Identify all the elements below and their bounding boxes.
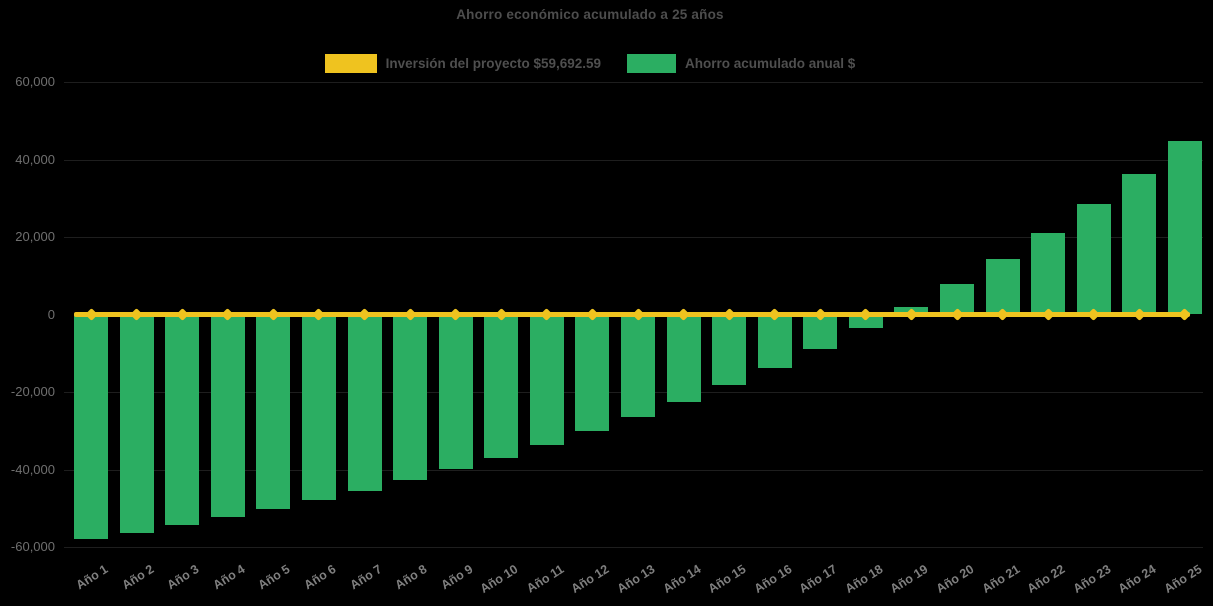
legend: Inversión del proyecto $59,692.59 Ahorro… <box>0 54 1180 73</box>
gridline <box>64 82 1203 83</box>
bar-año-3 <box>165 314 200 526</box>
chart-title: Ahorro económico acumulado a 25 años <box>456 7 724 22</box>
bar-año-18 <box>848 314 883 329</box>
gridline <box>64 547 1203 548</box>
gridline <box>64 237 1203 238</box>
legend-item-ahorro: Ahorro acumulado anual $ <box>627 54 855 73</box>
bar-año-24 <box>1122 173 1157 315</box>
bar-año-15 <box>712 314 747 386</box>
legend-swatch-inversion <box>324 54 377 73</box>
bar-año-14 <box>666 314 701 402</box>
bar-año-12 <box>575 314 610 432</box>
bar-año-1 <box>74 314 108 540</box>
legend-label-inversion: Inversión del proyecto $59,692.59 <box>385 56 602 71</box>
bar-año-6 <box>301 314 336 501</box>
bar-año-11 <box>529 314 564 445</box>
bar-año-9 <box>438 314 473 470</box>
y-axis-label: 60,000 <box>15 74 55 89</box>
legend-label-ahorro: Ahorro acumulado anual $ <box>685 56 856 71</box>
y-axis-label: 0 <box>47 306 55 322</box>
y-axis-label: 20,000 <box>15 229 55 244</box>
bar-año-23 <box>1076 204 1111 315</box>
y-axis-label: -40,000 <box>10 461 55 477</box>
bar-año-13 <box>621 314 655 417</box>
y-axis-label: 40,000 <box>15 151 55 167</box>
bar-año-10 <box>484 314 519 458</box>
bar-año-21 <box>985 259 1020 315</box>
gridline <box>64 159 1203 161</box>
bar-año-4 <box>210 314 245 518</box>
y-axis-label: -20,000 <box>10 384 55 399</box>
bar-año-5 <box>256 314 291 509</box>
bar-año-22 <box>1031 232 1066 315</box>
bar-año-16 <box>757 314 792 368</box>
legend-item-inversion: Inversión del proyecto $59,692.59 <box>324 54 602 73</box>
bar-año-25 <box>1167 141 1202 315</box>
gridline <box>64 469 1203 471</box>
bar-año-8 <box>393 314 428 481</box>
legend-swatch-ahorro <box>627 54 677 73</box>
bar-año-2 <box>119 314 154 533</box>
y-axis-label: -60,000 <box>10 539 55 554</box>
bar-año-7 <box>347 314 382 491</box>
